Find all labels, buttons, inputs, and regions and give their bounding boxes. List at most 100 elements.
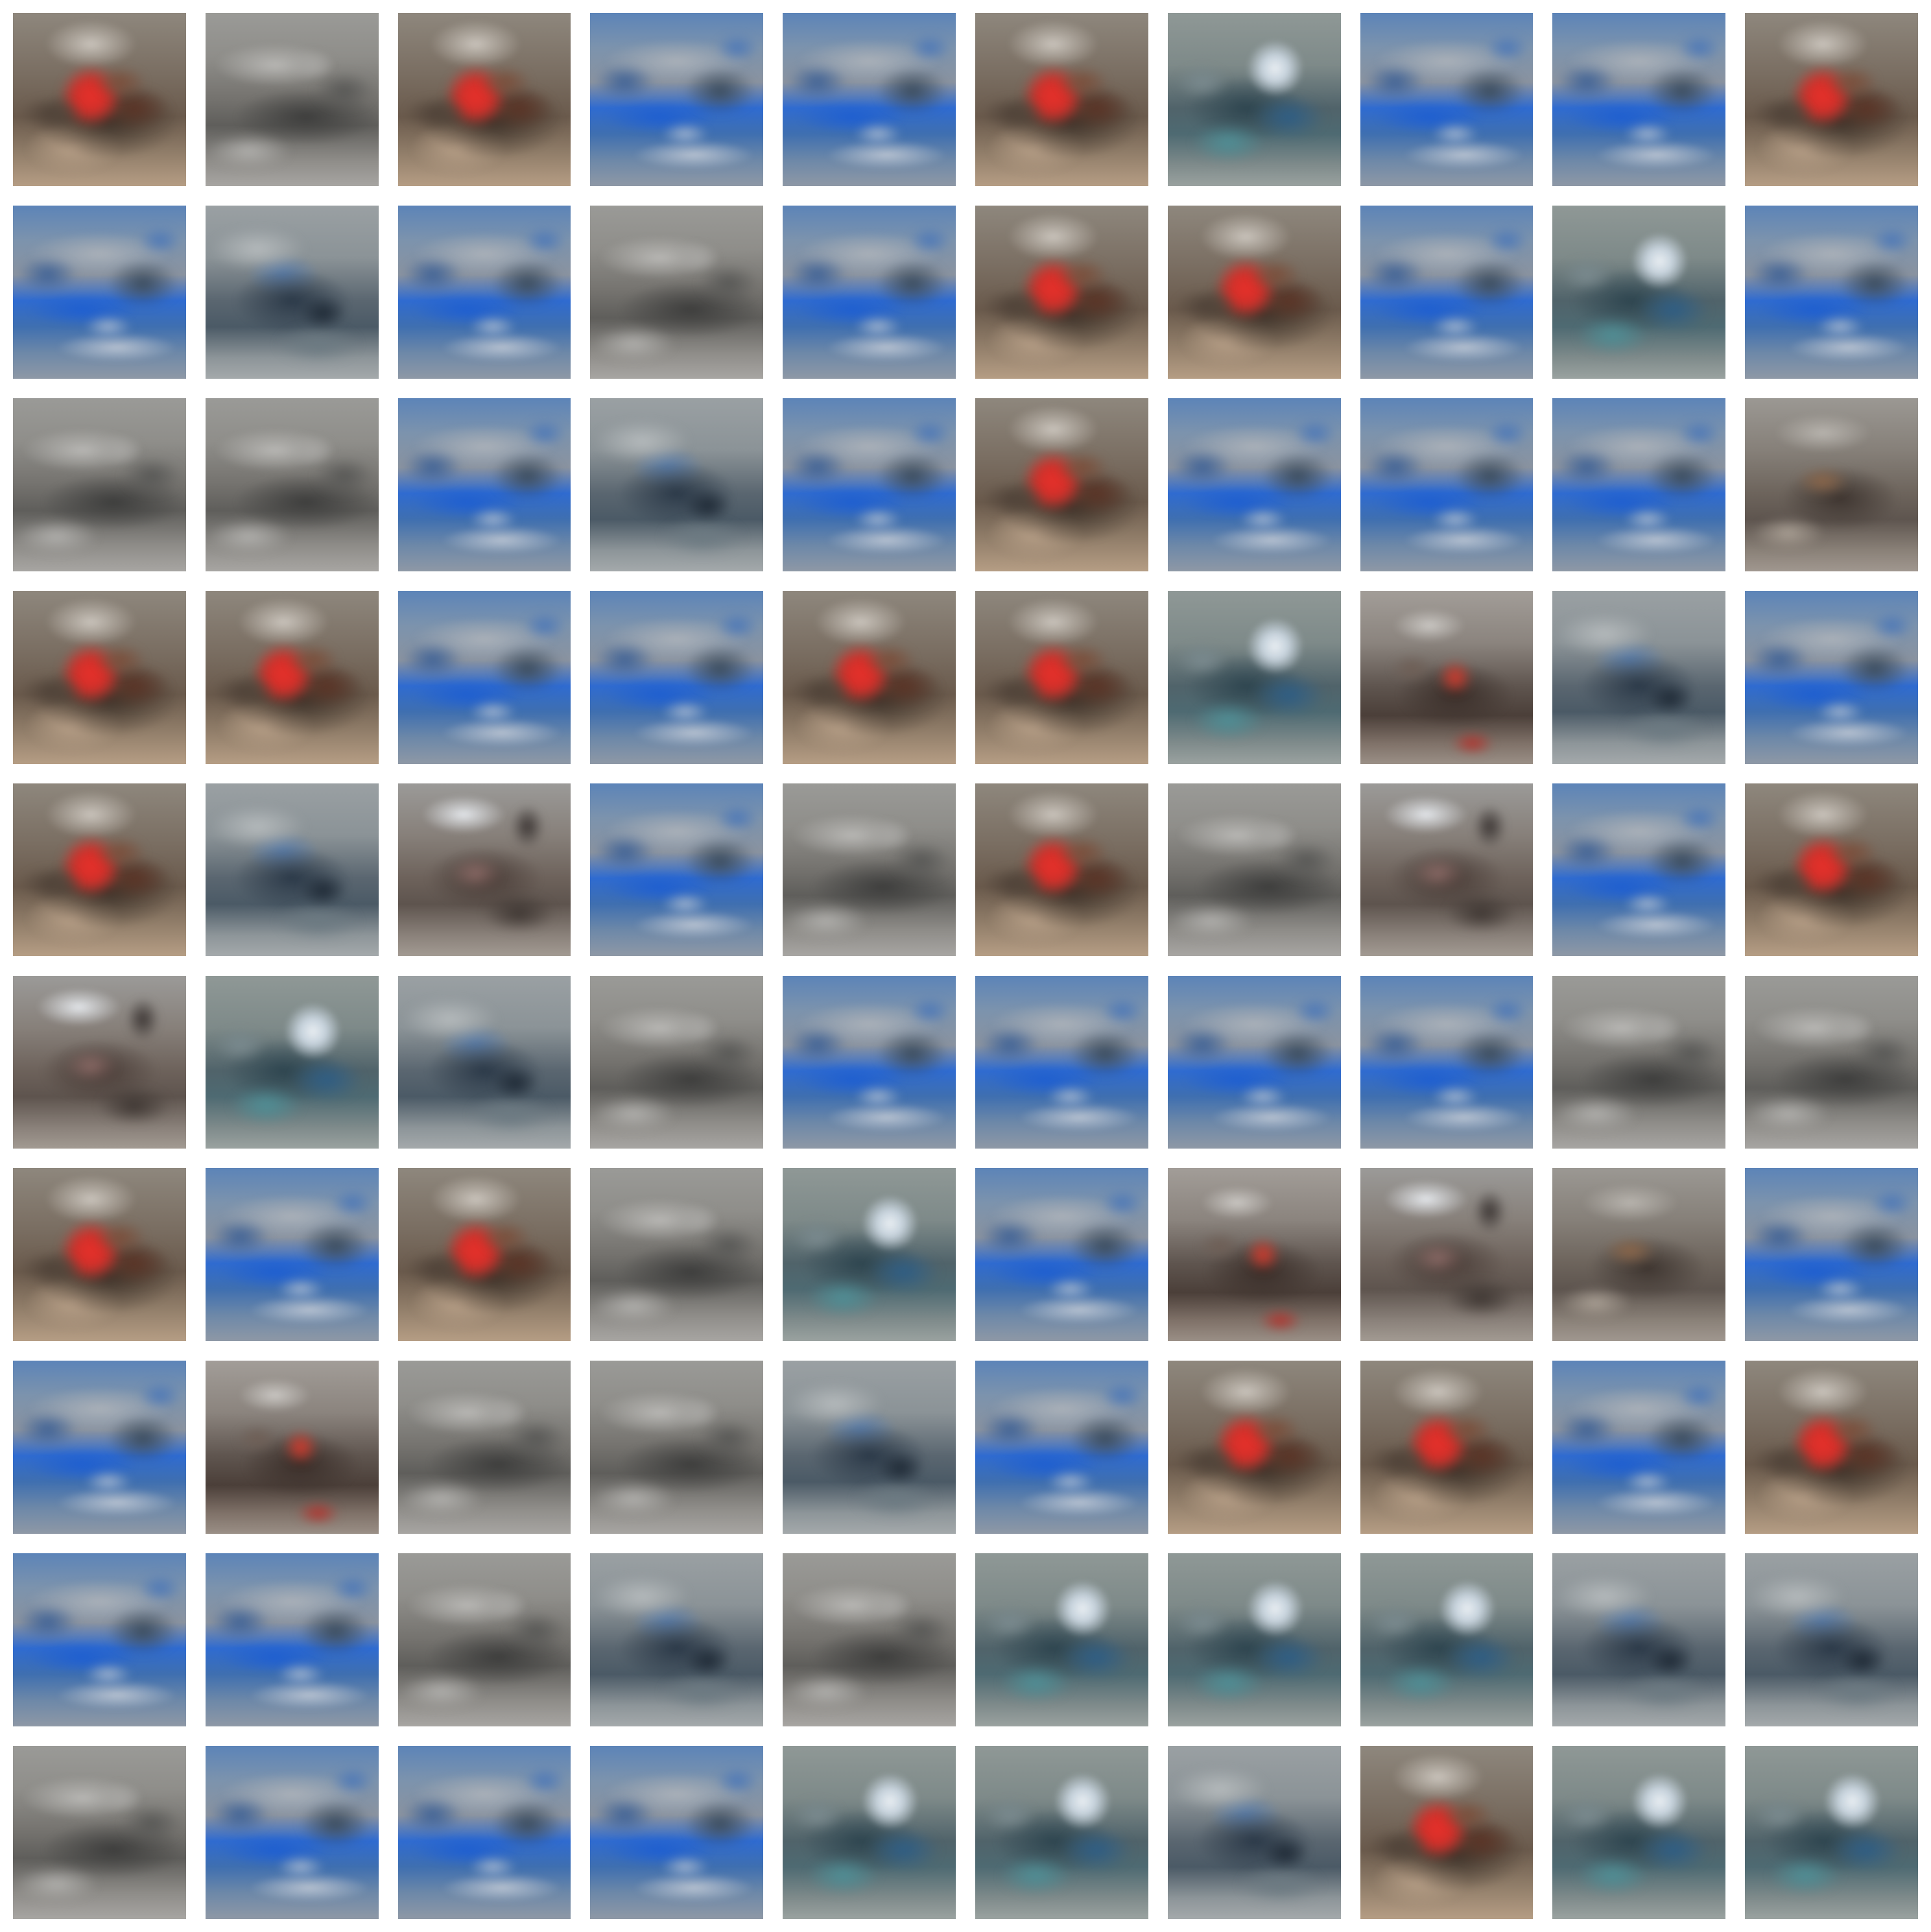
image-tile — [13, 398, 186, 571]
image-tile — [13, 1746, 186, 1919]
image-tile — [975, 13, 1148, 186]
tile-layer-l3 — [1552, 590, 1726, 764]
tile-layer-l3 — [590, 975, 764, 1149]
image-tile — [1745, 590, 1918, 764]
tile-layer-l3 — [975, 1746, 1148, 1919]
image-tile — [1745, 1361, 1918, 1534]
image-tile — [783, 1553, 956, 1727]
tile-layer-l3 — [590, 1553, 764, 1727]
image-tile — [205, 1168, 379, 1342]
image-tile — [1167, 13, 1341, 186]
tile-layer-l3 — [397, 13, 571, 186]
tile-layer-l3 — [1552, 398, 1726, 571]
image-tile — [397, 398, 571, 571]
image-tile — [975, 1168, 1148, 1342]
tile-layer-l3 — [1745, 205, 1918, 379]
image-tile — [1360, 398, 1534, 571]
tile-layer-l3 — [205, 1746, 379, 1919]
tile-layer-l3 — [205, 1553, 379, 1727]
tile-layer-l3 — [205, 205, 379, 379]
image-tile — [397, 783, 571, 957]
image-tile — [1167, 1361, 1341, 1534]
image-tile — [1745, 1168, 1918, 1342]
tile-layer-l3 — [783, 1746, 956, 1919]
image-tile — [783, 783, 956, 957]
image-tile — [205, 1553, 379, 1727]
tile-layer-l3 — [590, 205, 764, 379]
tile-layer-l3 — [1167, 1746, 1341, 1919]
image-tile — [783, 13, 956, 186]
tile-layer-l3 — [397, 590, 571, 764]
image-tile — [1552, 590, 1726, 764]
tile-layer-l3 — [783, 1553, 956, 1727]
image-tile — [590, 1553, 764, 1727]
image-tile — [13, 13, 186, 186]
tile-layer-l3 — [205, 1168, 379, 1342]
image-tile — [13, 1361, 186, 1534]
image-tile — [590, 205, 764, 379]
tile-layer-l3 — [783, 1361, 956, 1534]
image-tile — [975, 783, 1148, 957]
tile-layer-l3 — [1360, 1361, 1534, 1534]
image-tile — [13, 1168, 186, 1342]
image-tile — [1360, 1361, 1534, 1534]
tile-layer-l3 — [1360, 1553, 1534, 1727]
image-tile — [205, 13, 379, 186]
image-tile — [13, 590, 186, 764]
tile-layer-l3 — [13, 1361, 186, 1534]
tile-layer-l3 — [1552, 13, 1726, 186]
image-tile — [1552, 1553, 1726, 1727]
tile-layer-l3 — [1552, 783, 1726, 957]
tile-layer-l3 — [205, 1361, 379, 1534]
image-tile — [975, 1746, 1148, 1919]
tile-layer-l3 — [1745, 1746, 1918, 1919]
image-tile — [590, 1361, 764, 1534]
image-tile — [1745, 205, 1918, 379]
image-tile — [1552, 1361, 1726, 1534]
image-tile — [205, 590, 379, 764]
tile-layer-l3 — [1167, 205, 1341, 379]
image-tile — [590, 590, 764, 764]
image-tile — [397, 205, 571, 379]
image-tile — [1745, 398, 1918, 571]
image-tile — [205, 975, 379, 1149]
image-tile — [1167, 205, 1341, 379]
tile-layer-l3 — [1552, 975, 1726, 1149]
image-tile — [975, 1553, 1148, 1727]
tile-layer-l3 — [1745, 1553, 1918, 1727]
tile-layer-l3 — [1552, 1553, 1726, 1727]
tile-layer-l3 — [205, 975, 379, 1149]
image-tile — [1552, 975, 1726, 1149]
image-tile — [783, 1746, 956, 1919]
tile-layer-l3 — [1552, 1168, 1726, 1342]
tile-layer-l3 — [1167, 975, 1341, 1149]
tile-layer-l3 — [1360, 590, 1534, 764]
tile-layer-l3 — [397, 205, 571, 379]
tile-layer-l3 — [1167, 13, 1341, 186]
image-tile — [13, 975, 186, 1149]
image-tile — [397, 975, 571, 1149]
tile-layer-l3 — [397, 1746, 571, 1919]
tile-layer-l3 — [590, 398, 764, 571]
tile-layer-l3 — [590, 1361, 764, 1534]
tile-layer-l3 — [590, 13, 764, 186]
image-tile — [397, 590, 571, 764]
image-tile — [1360, 1553, 1534, 1727]
image-tile — [590, 13, 764, 186]
image-tile — [13, 205, 186, 379]
tile-layer-l3 — [205, 13, 379, 186]
tile-layer-l3 — [783, 13, 956, 186]
tile-layer-l3 — [590, 1746, 764, 1919]
image-tile — [1167, 398, 1341, 571]
tile-layer-l3 — [397, 975, 571, 1149]
tile-layer-l3 — [13, 205, 186, 379]
image-tile — [1745, 975, 1918, 1149]
tile-layer-l3 — [1745, 590, 1918, 764]
tile-layer-l3 — [205, 398, 379, 571]
image-tile — [1167, 975, 1341, 1149]
tile-layer-l3 — [1167, 398, 1341, 571]
image-tile — [1360, 205, 1534, 379]
tile-layer-l3 — [397, 1168, 571, 1342]
image-tile — [1552, 1168, 1726, 1342]
tile-layer-l3 — [1360, 783, 1534, 957]
